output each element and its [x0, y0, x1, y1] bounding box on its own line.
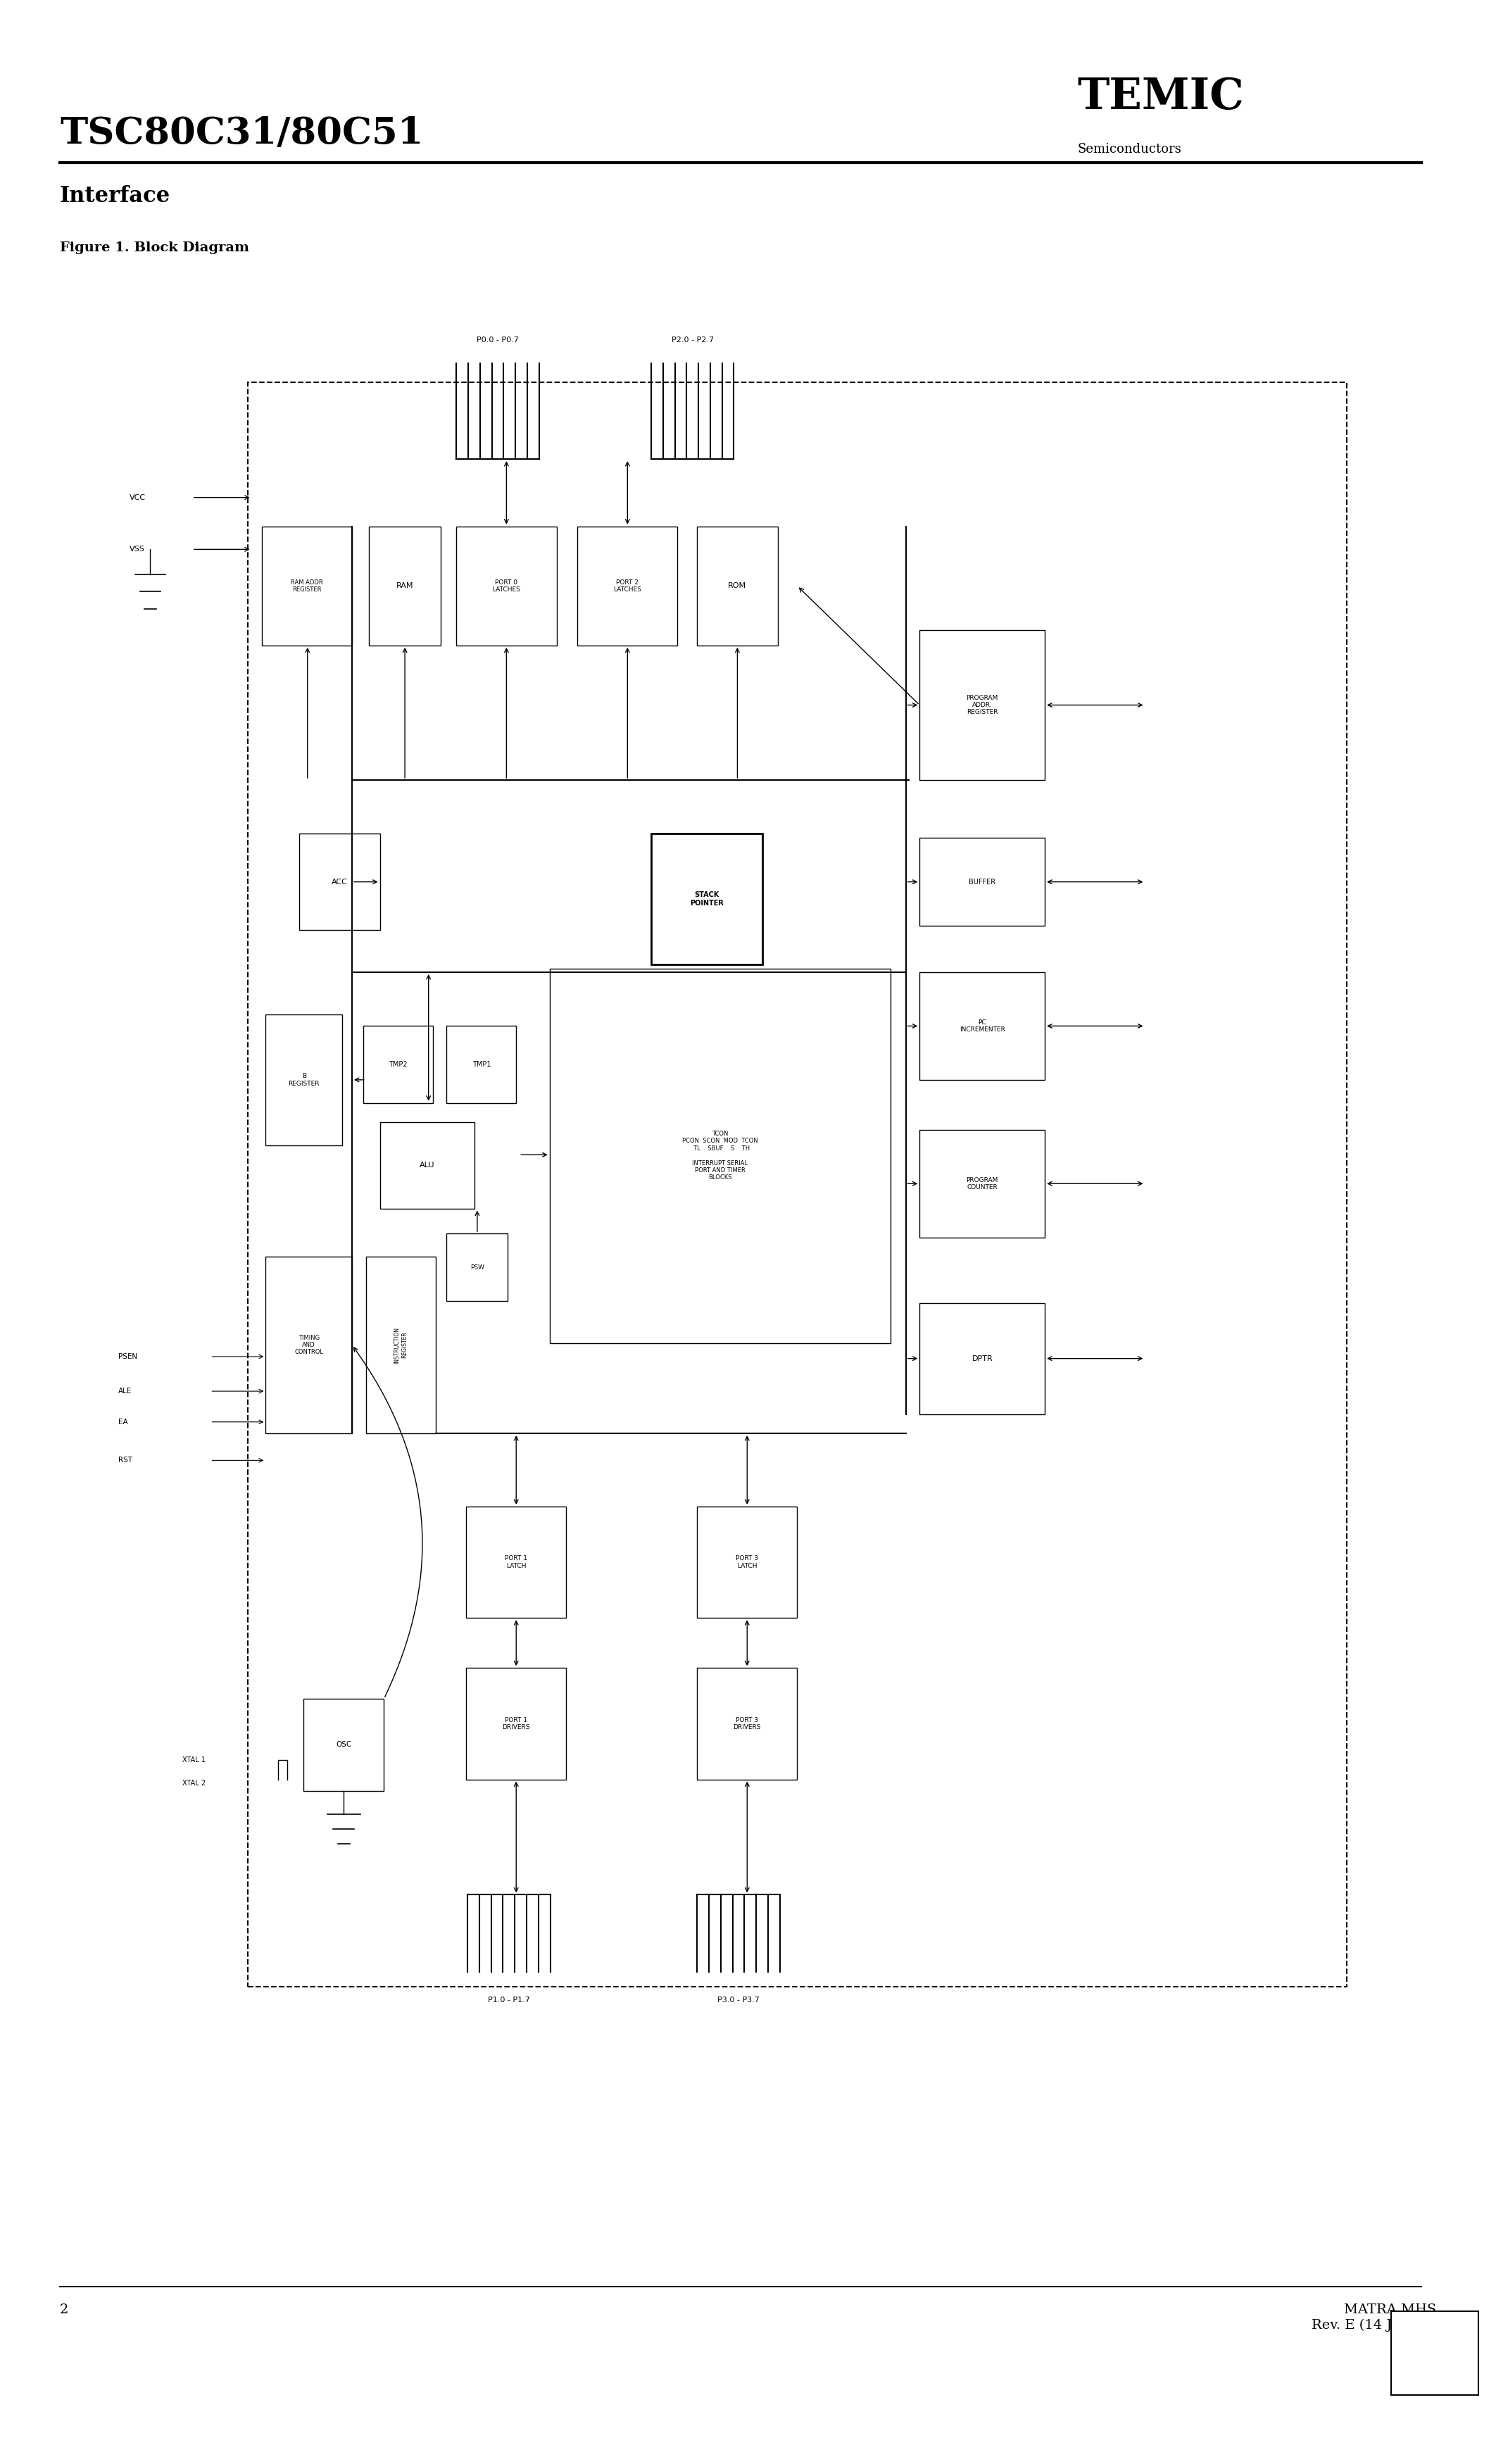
Bar — [299, 833, 380, 929]
Text: Figure 1. Block Diagram: Figure 1. Block Diagram — [60, 241, 250, 254]
Text: ALU: ALU — [419, 1163, 435, 1168]
Bar — [920, 1131, 1044, 1237]
Text: ALE: ALE — [118, 1387, 132, 1395]
Text: PORT 3
DRIVERS: PORT 3 DRIVERS — [733, 1717, 761, 1730]
Bar — [549, 968, 890, 1343]
Bar — [368, 527, 441, 646]
Bar — [920, 1303, 1044, 1414]
Text: B
REGISTER: B REGISTER — [289, 1072, 320, 1087]
Bar — [920, 631, 1044, 781]
Text: PORT 1
LATCH: PORT 1 LATCH — [506, 1555, 528, 1570]
Bar — [577, 527, 678, 646]
Text: RAM ADDR
REGISTER: RAM ADDR REGISTER — [290, 579, 323, 594]
Text: P0.0 - P0.7: P0.0 - P0.7 — [477, 338, 519, 345]
Text: STACK
POINTER: STACK POINTER — [690, 892, 724, 907]
Text: RST: RST — [118, 1456, 132, 1464]
Text: RAM: RAM — [396, 582, 413, 589]
Bar — [447, 1234, 507, 1301]
Text: OSC: OSC — [335, 1742, 352, 1749]
Text: VSS: VSS — [130, 547, 145, 552]
Bar — [467, 1668, 567, 1779]
Text: EA: EA — [118, 1419, 127, 1427]
Text: INSTRUCTION
REGISTER: INSTRUCTION REGISTER — [393, 1326, 407, 1363]
Bar — [367, 1257, 435, 1434]
Text: PSW: PSW — [470, 1264, 485, 1271]
Text: ROM: ROM — [729, 582, 747, 589]
Text: PROGRAM
COUNTER: PROGRAM COUNTER — [966, 1178, 998, 1190]
Text: TCON
PCON  SCON  MOD  TCON
  TL    SBUF    S    TH

INTERRUPT SERIAL
PORT AND TI: TCON PCON SCON MOD TCON TL SBUF S TH INT… — [682, 1131, 758, 1180]
Text: PSEN: PSEN — [118, 1353, 138, 1360]
Text: XTAL 1: XTAL 1 — [183, 1757, 205, 1764]
Bar — [1391, 2311, 1478, 2395]
Text: XTAL 2: XTAL 2 — [183, 1779, 205, 1786]
Bar — [262, 527, 352, 646]
Bar — [380, 1121, 474, 1207]
Bar — [920, 838, 1044, 926]
Bar — [447, 1025, 516, 1104]
Text: TIMING
AND
CONTROL: TIMING AND CONTROL — [295, 1335, 323, 1355]
Text: PC
INCREMENTER: PC INCREMENTER — [959, 1020, 1005, 1032]
Text: BUFFER: BUFFER — [969, 877, 996, 885]
Bar — [697, 1506, 797, 1619]
Text: TSC80C31/80C51: TSC80C31/80C51 — [60, 116, 423, 153]
Text: DPTR: DPTR — [972, 1355, 993, 1363]
Bar — [456, 527, 557, 646]
Text: TMP2: TMP2 — [389, 1062, 407, 1067]
Text: TEMIC: TEMIC — [1077, 76, 1243, 118]
Text: P3.0 - P3.7: P3.0 - P3.7 — [718, 1996, 760, 2003]
Bar — [467, 1506, 567, 1619]
Text: PROGRAM
ADDR.
REGISTER: PROGRAM ADDR. REGISTER — [966, 695, 998, 715]
Bar — [697, 1668, 797, 1779]
Text: 2: 2 — [60, 2304, 69, 2316]
Bar — [304, 1698, 384, 1791]
Bar — [266, 1015, 343, 1146]
Bar — [248, 382, 1346, 1986]
Bar — [266, 1257, 352, 1434]
Text: PORT 1
DRIVERS: PORT 1 DRIVERS — [503, 1717, 530, 1730]
Bar — [364, 1025, 432, 1104]
Text: ACC: ACC — [332, 877, 347, 885]
Text: PORT 0
LATCHES: PORT 0 LATCHES — [492, 579, 521, 594]
Text: TMP1: TMP1 — [473, 1062, 491, 1067]
Bar — [920, 973, 1044, 1079]
Bar — [697, 527, 778, 646]
Text: PORT 3
LATCH: PORT 3 LATCH — [736, 1555, 758, 1570]
Text: VCC: VCC — [130, 493, 145, 500]
Bar — [651, 833, 763, 963]
Text: MATRA MHS
Rev. E (14 Jan.97): MATRA MHS Rev. E (14 Jan.97) — [1312, 2304, 1436, 2331]
Text: Interface: Interface — [60, 185, 171, 207]
Text: PORT 2
LATCHES: PORT 2 LATCHES — [613, 579, 642, 594]
Text: P2.0 - P2.7: P2.0 - P2.7 — [672, 338, 714, 345]
Text: P1.0 - P1.7: P1.0 - P1.7 — [488, 1996, 530, 2003]
Text: Semiconductors: Semiconductors — [1077, 143, 1182, 155]
